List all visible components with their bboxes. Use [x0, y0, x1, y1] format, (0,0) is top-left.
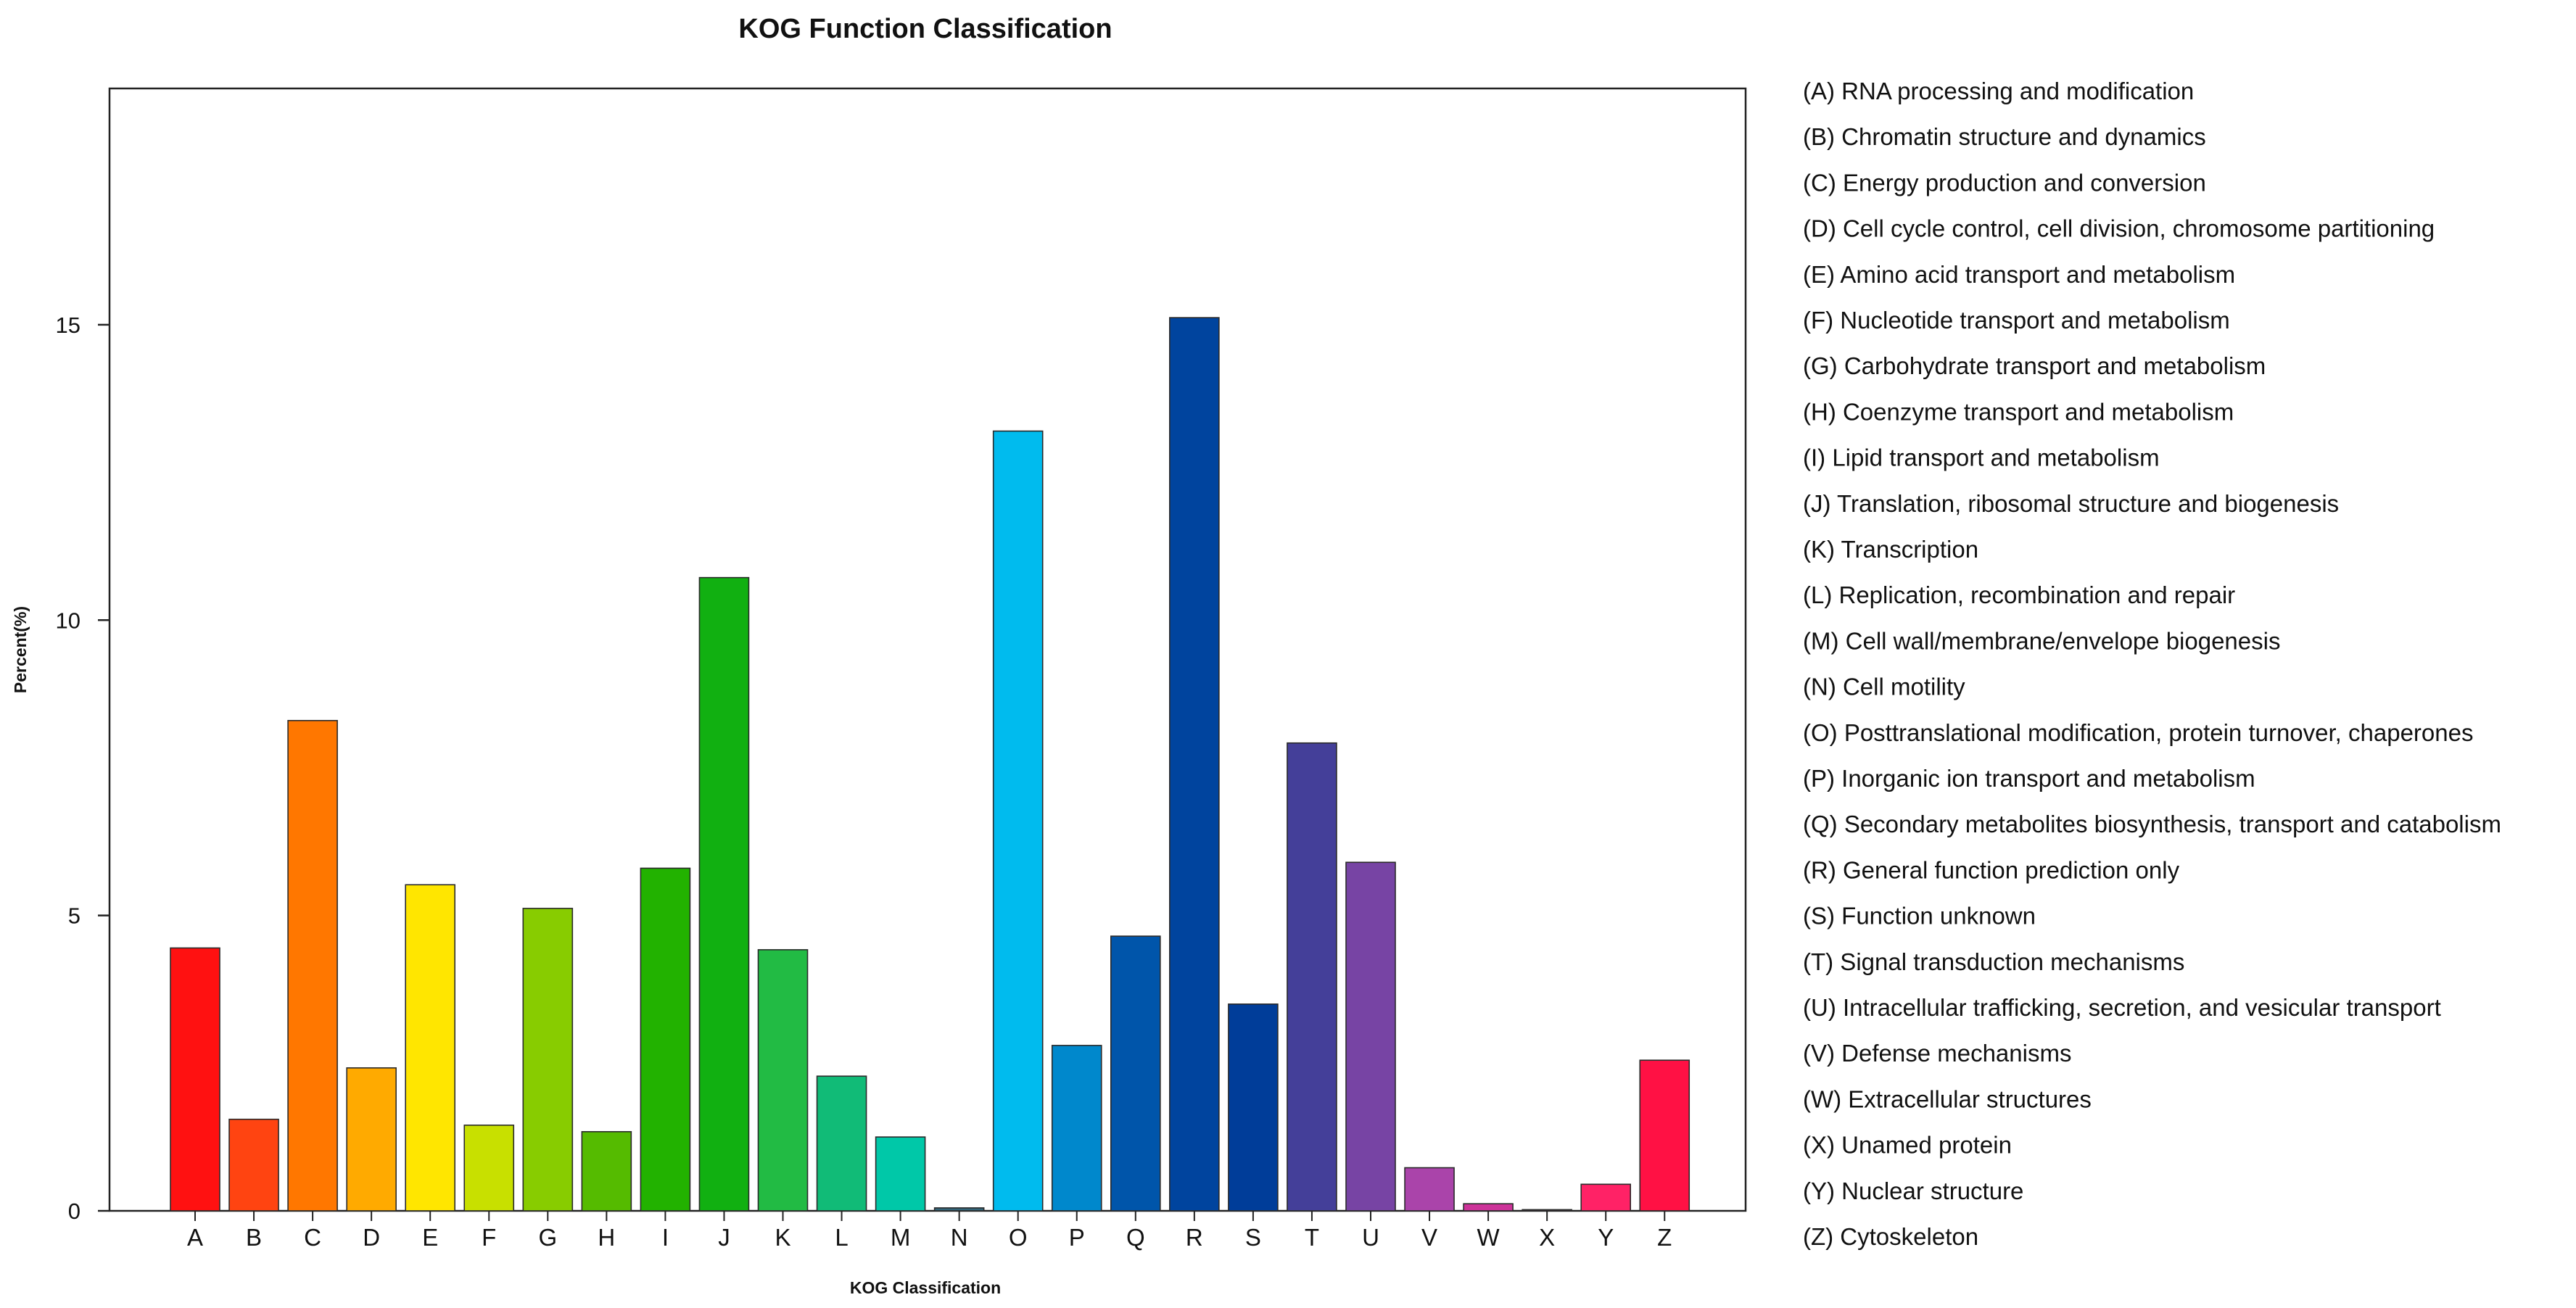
legend-entry: (Z) Cytoskeleton	[1803, 1223, 1978, 1250]
y-tick-label: 10	[56, 608, 80, 633]
bar-a	[170, 947, 220, 1212]
x-tick-label: P	[1069, 1224, 1085, 1251]
legend-entry: (W) Extracellular structures	[1803, 1085, 2092, 1112]
x-tick-label: W	[1477, 1224, 1500, 1251]
bar-v	[1404, 1167, 1455, 1212]
legend-entry: (G) Carbohydrate transport and metabolis…	[1803, 352, 2266, 379]
legend-entry: (I) Lipid transport and metabolism	[1803, 444, 2160, 471]
legend-entry: (P) Inorganic ion transport and metaboli…	[1803, 765, 2255, 792]
x-tick-label: M	[891, 1224, 911, 1251]
y-tick-label: 0	[68, 1199, 80, 1224]
x-tick-label: S	[1245, 1224, 1261, 1251]
bar-f	[463, 1125, 515, 1212]
bar-r	[1169, 317, 1220, 1212]
chart-title: KOG Function Classification	[738, 14, 1112, 44]
x-axis-label: KOG Classification	[850, 1278, 1001, 1297]
y-tick-label: 15	[56, 312, 80, 338]
x-tick-label: V	[1421, 1224, 1437, 1251]
bar-j	[698, 576, 750, 1212]
legend-entry: (C) Energy production and conversion	[1803, 169, 2206, 196]
x-tick-label: Y	[1598, 1224, 1614, 1251]
legend-entry: (L) Replication, recombination and repai…	[1803, 581, 2235, 608]
x-tick-label: D	[363, 1224, 380, 1251]
bar-s	[1228, 1003, 1279, 1212]
bar-i	[640, 867, 691, 1212]
x-tick-label: R	[1186, 1224, 1203, 1251]
legend-entry: (K) Transcription	[1803, 536, 1978, 563]
y-axis-label: Percent(%)	[11, 606, 30, 693]
x-tick-label: Q	[1126, 1224, 1145, 1251]
x-tick-label: T	[1305, 1224, 1319, 1251]
legend-entry: (N) Cell motility	[1803, 674, 1965, 700]
x-tick-label: G	[538, 1224, 557, 1251]
legend-entry: (M) Cell wall/membrane/envelope biogenes…	[1803, 627, 2280, 654]
legend-entry: (B) Chromatin structure and dynamics	[1803, 123, 2206, 150]
x-tick-label: U	[1362, 1224, 1379, 1251]
bar-e	[405, 884, 456, 1212]
bar-g	[522, 908, 574, 1212]
legend-entry: (R) General function prediction only	[1803, 856, 2180, 883]
legend-entry: (F) Nucleotide transport and metabolism	[1803, 307, 2230, 334]
x-tick-label: H	[598, 1224, 615, 1251]
y-tick-label: 5	[68, 903, 80, 929]
x-tick-label: C	[304, 1224, 321, 1251]
bar-d	[346, 1067, 397, 1212]
bar-c	[287, 719, 338, 1212]
bar-m	[875, 1136, 926, 1212]
bar-y	[1580, 1183, 1631, 1212]
y-axis: 0 5 10 15	[56, 312, 110, 1224]
x-tick-label: E	[422, 1224, 438, 1251]
x-tick-label: B	[246, 1224, 262, 1251]
legend-entry: (U) Intracellular trafficking, secretion…	[1803, 994, 2441, 1021]
bar-l	[816, 1075, 867, 1212]
legend-entry: (Y) Nuclear structure	[1803, 1177, 2023, 1204]
bar-u	[1345, 861, 1396, 1212]
bar-h	[581, 1131, 632, 1212]
x-tick-label: K	[775, 1224, 790, 1251]
bar-q	[1110, 935, 1161, 1212]
x-tick-label: A	[187, 1224, 203, 1251]
legend-entry: (V) Defense mechanisms	[1803, 1040, 2071, 1067]
x-tick-label: Z	[1657, 1224, 1672, 1251]
legend-entry: (D) Cell cycle control, cell division, c…	[1803, 215, 2435, 242]
x-tick-label: L	[835, 1224, 848, 1251]
legend-entry: (X) Unamed protein	[1803, 1132, 2012, 1159]
bar-x	[1522, 1209, 1572, 1212]
x-tick-label: N	[951, 1224, 968, 1251]
bar-n	[933, 1207, 985, 1212]
bar-o	[992, 430, 1044, 1212]
legend-entry: (Q) Secondary metabolites biosynthesis, …	[1803, 811, 2501, 837]
legend: (A) RNA processing and modification (B) C…	[1803, 78, 2501, 1250]
legend-entry: (E) Amino acid transport and metabolism	[1803, 261, 2235, 288]
plot-frame	[108, 87, 1747, 1212]
x-tick-label: O	[1009, 1224, 1028, 1251]
legend-entry: (J) Translation, ribosomal structure and…	[1803, 490, 2339, 517]
x-tick-label: X	[1539, 1224, 1555, 1251]
bar-k	[757, 949, 809, 1212]
bar-t	[1287, 742, 1337, 1212]
legend-entry: (O) Posttranslational modification, prot…	[1803, 719, 2473, 746]
bar-b	[228, 1118, 279, 1212]
x-tick-label: F	[482, 1224, 496, 1251]
x-tick-label: J	[718, 1224, 730, 1251]
legend-entry: (S) Function unknown	[1803, 903, 2036, 930]
legend-entry: (T) Signal transduction mechanisms	[1803, 948, 2184, 975]
bar-w	[1463, 1203, 1514, 1212]
bars-group	[170, 317, 1690, 1212]
x-axis: A B C D E F G H I J K L M N O P Q R S T U V W X Y Z	[187, 1211, 1672, 1251]
bar-p	[1051, 1045, 1102, 1212]
legend-entry: (H) Coenzyme transport and metabolism	[1803, 398, 2234, 425]
legend-entry: (A) RNA processing and modification	[1803, 78, 2194, 104]
x-tick-label: I	[662, 1224, 669, 1251]
bar-z	[1639, 1059, 1690, 1212]
